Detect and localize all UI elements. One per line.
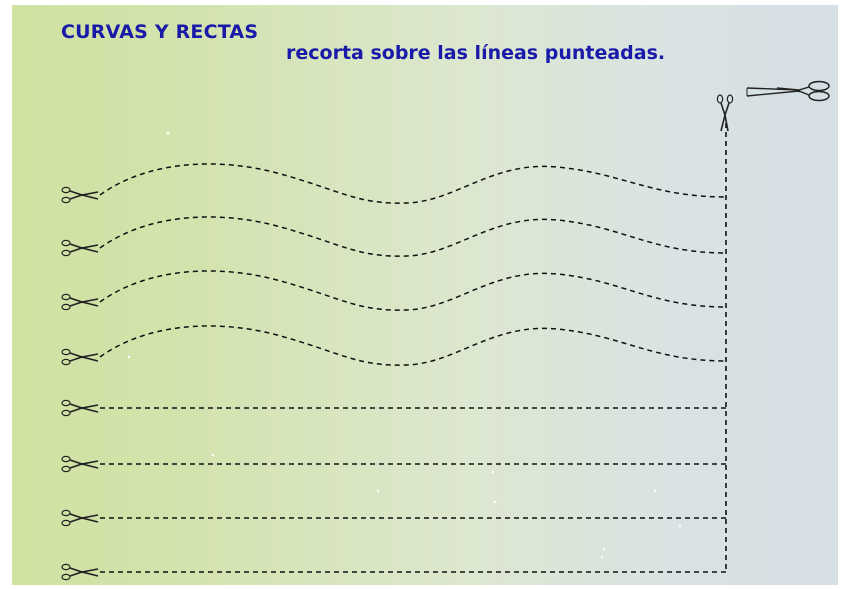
scissors-icon[interactable] (61, 455, 99, 473)
curved-cut-line[interactable] (99, 163, 727, 204)
scissors-icon[interactable] (61, 348, 99, 366)
large-scissors-icon[interactable] (746, 80, 830, 102)
scissors-icon[interactable] (61, 399, 99, 417)
curved-cut-line[interactable] (99, 325, 727, 366)
scissors-icon[interactable] (61, 293, 99, 311)
cut-row[interactable] (61, 270, 727, 311)
curved-cut-line[interactable] (99, 270, 727, 311)
curved-cut-line[interactable] (99, 216, 727, 257)
scissors-icon[interactable] (61, 186, 99, 204)
cut-row[interactable] (61, 216, 727, 257)
cut-row[interactable] (61, 563, 726, 581)
activity-board: CURVAS Y RECTAS recorta sobre las líneas… (12, 5, 838, 585)
cutting-lines-canvas (61, 80, 830, 581)
scissors-icon[interactable] (61, 563, 99, 581)
page-title: CURVAS Y RECTAS (61, 21, 259, 43)
instruction-text: recorta sobre las líneas punteadas. (286, 42, 666, 64)
top-scissors-icon[interactable] (716, 94, 734, 132)
cut-row[interactable] (61, 455, 726, 473)
cut-row[interactable] (61, 325, 727, 366)
cut-row[interactable] (61, 163, 727, 204)
scissors-icon[interactable] (61, 509, 99, 527)
scissors-icon[interactable] (61, 239, 99, 257)
cut-row[interactable] (61, 509, 726, 527)
cut-row[interactable] (61, 399, 726, 417)
sparkle-dots (127, 131, 682, 559)
